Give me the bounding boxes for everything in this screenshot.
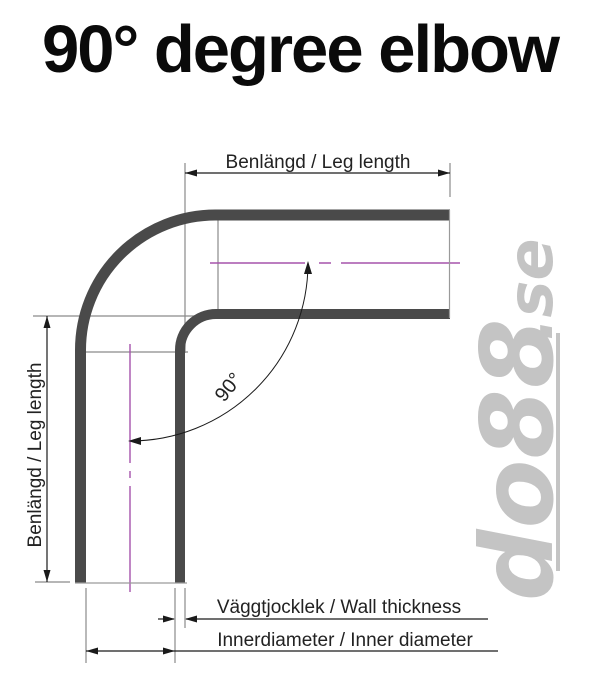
angle-arc <box>129 262 309 442</box>
extension-lines <box>33 163 451 663</box>
watermark-tld-text: .se <box>494 238 567 341</box>
arrow-top-right <box>438 169 450 177</box>
arrow-top-left <box>185 169 197 177</box>
angle-arc-arrow-top <box>304 261 312 274</box>
arrow-bore-left <box>86 647 98 655</box>
dimension-wall-thickness: Väggtjocklek / Wall thickness <box>158 597 488 623</box>
dimension-inner-diameter: Innerdiameter / Inner diameter <box>86 630 498 655</box>
arrow-left-top <box>43 316 51 328</box>
pipe-end-caps <box>75 210 451 584</box>
label-inner-diameter: Innerdiameter / Inner diameter <box>217 630 473 651</box>
dimension-horizontal-leg: Benlängd / Leg length <box>185 152 450 177</box>
page-title: 90° degree elbow <box>41 12 560 87</box>
arrow-wall-left <box>163 615 175 623</box>
watermark-underline <box>556 333 560 571</box>
label-wall-thickness: Väggtjocklek / Wall thickness <box>217 597 461 618</box>
centerlines <box>129 262 460 592</box>
angle-label: 90° <box>211 369 247 406</box>
pipe-inner-wall <box>175 309 450 583</box>
pipe-body <box>75 209 450 583</box>
angle-annotation: 90° <box>128 261 312 445</box>
dimension-vertical-leg: Benlängd / Leg length <box>25 316 51 582</box>
label-left-leg-length: Benlängd / Leg length <box>25 363 46 548</box>
arrow-left-bottom <box>43 570 51 582</box>
arrow-wall-right <box>185 615 197 623</box>
angle-arc-arrow-left <box>128 437 141 445</box>
label-top-leg-length: Benlängd / Leg length <box>226 152 411 173</box>
watermark: do88 .se <box>459 238 576 601</box>
pipe-outer-wall <box>75 209 450 583</box>
arrow-bore-right <box>163 647 175 655</box>
